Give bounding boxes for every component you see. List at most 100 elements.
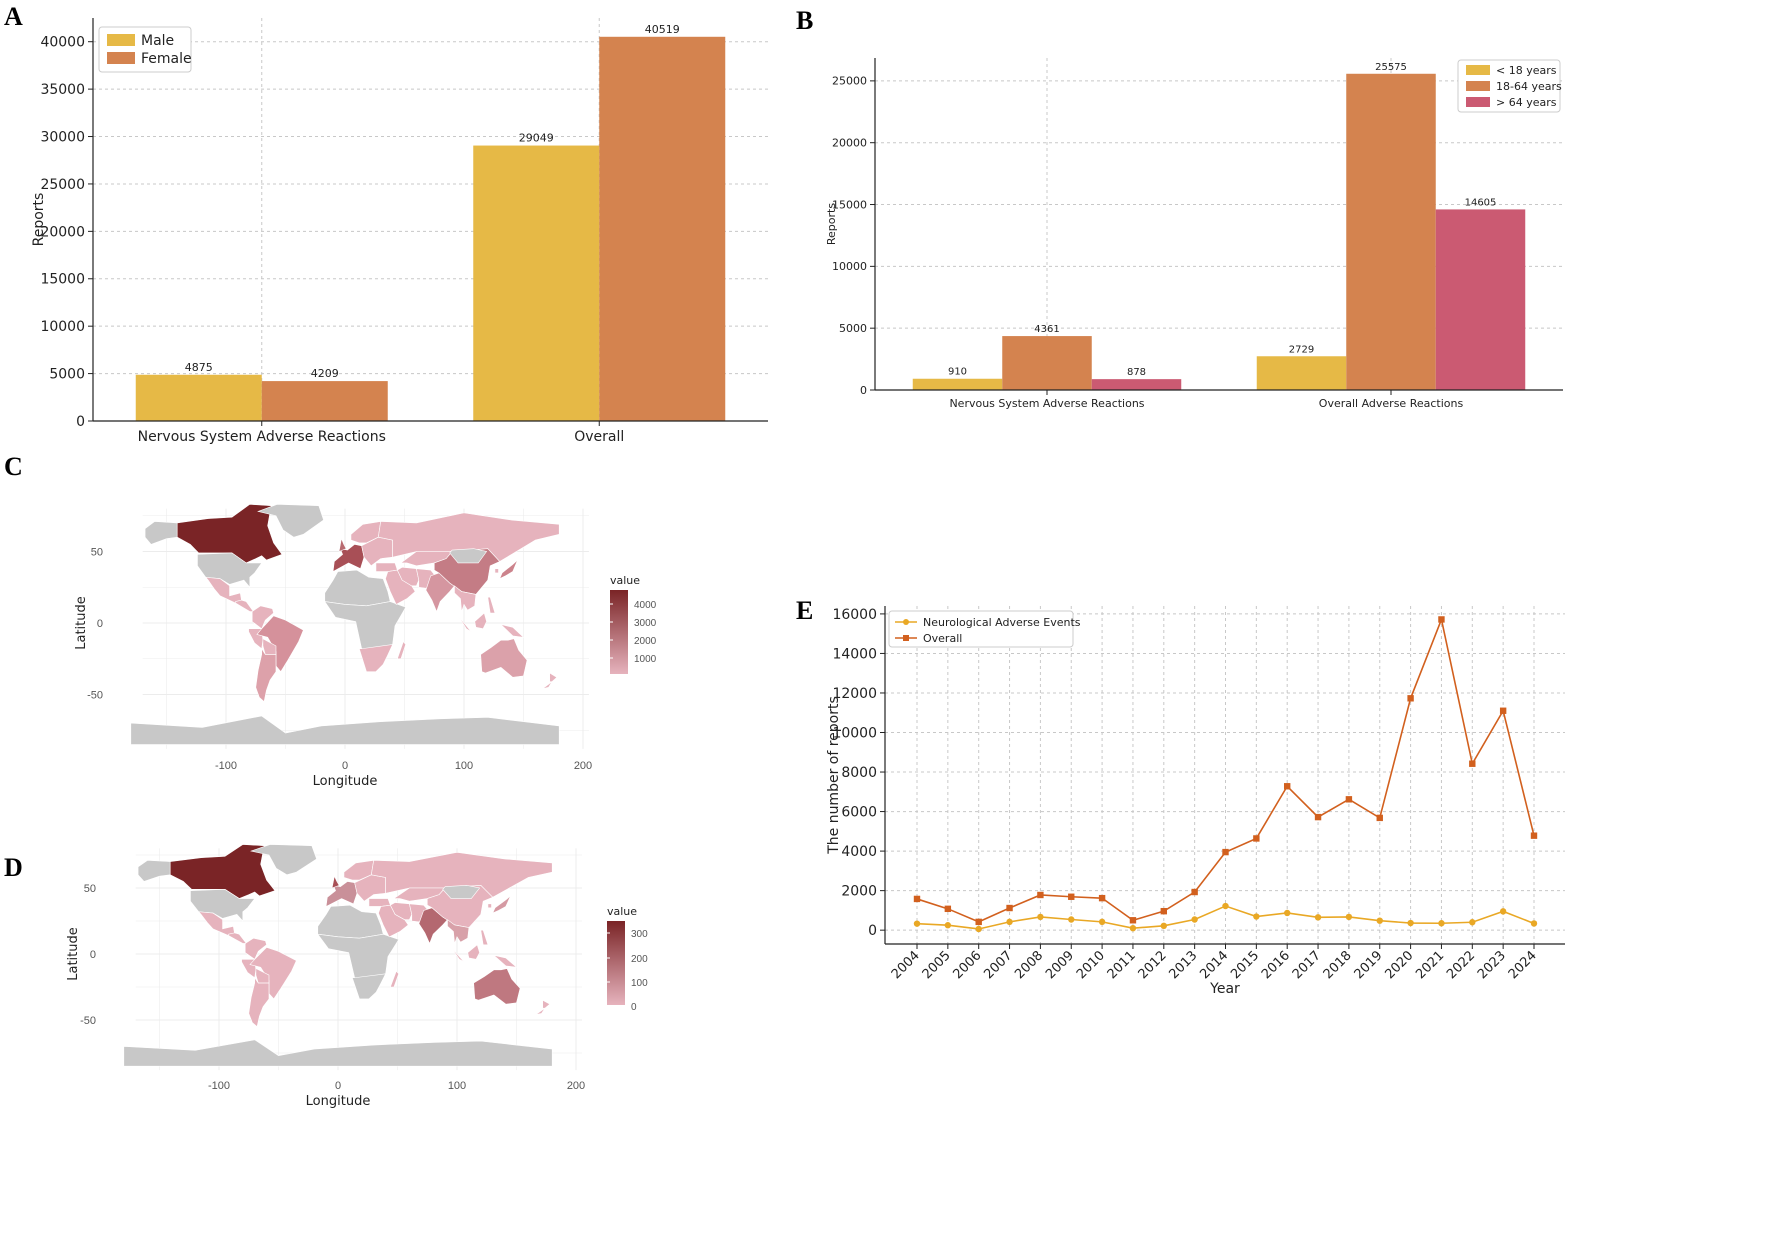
country-africaS — [351, 973, 387, 1000]
y-tick-label: 5000 — [839, 322, 867, 335]
y-tick-label: 0 — [868, 923, 877, 939]
y-axis-title: The number of reports — [826, 696, 842, 855]
country-newguinea — [499, 623, 525, 638]
bar — [912, 378, 1003, 390]
chart-a: 0 5000 10000 15000 20000 25000 30000 35000 40000… — [31, 18, 768, 445]
neuro-point — [1499, 908, 1507, 915]
data-label: 910 — [948, 367, 967, 378]
overall-point — [1160, 907, 1167, 915]
country-australia — [480, 638, 528, 678]
y-tick-label: 12000 — [832, 686, 877, 702]
bar — [261, 381, 388, 421]
overall-point — [1222, 848, 1229, 856]
overall-point — [1469, 760, 1476, 767]
country-iran — [396, 566, 420, 587]
country-madagascar — [396, 640, 407, 660]
neuro-point — [1129, 924, 1137, 932]
map-x-tick-label: 200 — [574, 760, 592, 772]
y-tick-label: 14000 — [832, 646, 877, 662]
chart-e: 0 2000 4000 6000 8000 10000 12000 14000 16000 200… — [826, 606, 1565, 997]
neuro-point — [1006, 918, 1013, 926]
neuro-point — [1438, 920, 1445, 927]
map-x-tick-label: -100 — [208, 1080, 230, 1092]
panel-label-a: A — [4, 2, 23, 31]
country-brazil — [249, 947, 297, 1000]
country-seasia — [447, 919, 470, 944]
country-westEurope — [325, 881, 358, 908]
y-tick-label: 4000 — [841, 844, 877, 860]
neuro-point — [1068, 916, 1075, 923]
legend-colorbar — [607, 921, 625, 1005]
map-c: -100 0 100 200 50 0 -50 Longitude Latitude value 4… — [74, 504, 657, 789]
x-tick-label: 2009 — [1043, 948, 1077, 982]
bar — [135, 374, 262, 421]
legend-tick-label: 2000 — [634, 636, 657, 647]
legend-label: Neurological Adverse Events — [923, 616, 1081, 629]
y-tick-label: 20000 — [40, 224, 85, 240]
map-x-tick-label: -100 — [215, 760, 237, 772]
y-tick-label: 10000 — [832, 260, 867, 273]
legend-title: value — [607, 905, 637, 918]
overall-point — [913, 895, 921, 903]
overall-point — [1253, 835, 1260, 842]
country-colven — [251, 605, 274, 630]
legend-tick-label: 4000 — [634, 600, 657, 611]
x-tick-label: 2017 — [1290, 948, 1324, 982]
x-tick-label: Overall — [574, 429, 624, 445]
country-mongolia — [442, 885, 481, 899]
x-tick-label: 2015 — [1228, 948, 1262, 982]
country-colven — [244, 937, 267, 960]
map-y-tick-label: 50 — [91, 547, 103, 559]
x-tick-label: 2010 — [1074, 948, 1108, 982]
legend-tick-label: 200 — [631, 954, 648, 965]
bar — [473, 145, 600, 422]
y-tick-label: 40000 — [40, 35, 85, 51]
country-mideast — [385, 569, 416, 605]
bar — [1002, 336, 1092, 390]
neuro-point — [1530, 920, 1538, 927]
legend-label: Male — [141, 33, 174, 49]
country-korea — [494, 568, 499, 574]
y-axis-title: Reports — [825, 203, 838, 245]
y-tick-label: 16000 — [832, 607, 877, 623]
country-madagascar — [389, 970, 400, 988]
data-label: 878 — [1127, 367, 1146, 378]
country-mideast — [378, 904, 409, 938]
legend-tick-label: 0 — [631, 1002, 637, 1013]
legend-swatch — [107, 34, 135, 46]
country-russia — [377, 512, 560, 562]
country-turkey — [368, 898, 391, 907]
x-tick-label: Nervous System Adverse Reactions — [949, 397, 1144, 410]
country-argentina — [255, 647, 277, 703]
country-sumatra — [450, 947, 465, 963]
legend-label: Overall — [923, 632, 962, 645]
neuro-point — [1222, 902, 1229, 910]
country-africaC — [324, 601, 407, 650]
overall-point — [1407, 695, 1414, 702]
overall-point — [1006, 904, 1013, 912]
overall-point — [1129, 917, 1137, 924]
country-nz — [549, 672, 558, 682]
country-brazil — [256, 615, 304, 673]
map-y-axis-title: Latitude — [66, 927, 81, 981]
country-antarctica — [130, 715, 560, 745]
y-tick-label: 10000 — [40, 319, 85, 335]
x-tick-label: 2021 — [1413, 948, 1447, 982]
overall-point — [1068, 893, 1075, 900]
data-label: 2729 — [1289, 344, 1314, 355]
overall-point — [1376, 814, 1383, 822]
overall-point — [1314, 813, 1322, 821]
x-tick-label: 2013 — [1166, 948, 1200, 982]
country-mongolia — [449, 548, 488, 564]
panel-label-c: C — [4, 452, 23, 481]
map-x-tick-label: 0 — [342, 760, 348, 772]
map-y-tick-label: -50 — [80, 1015, 96, 1027]
y-tick-label: 8000 — [841, 765, 877, 781]
country-centam — [228, 932, 247, 944]
map-y-tick-label: 50 — [84, 883, 96, 895]
panel-label-d: D — [4, 853, 23, 882]
country-japan — [492, 895, 511, 914]
x-tick-label: 2004 — [889, 948, 923, 982]
legend-label: < 18 years — [1496, 64, 1557, 77]
